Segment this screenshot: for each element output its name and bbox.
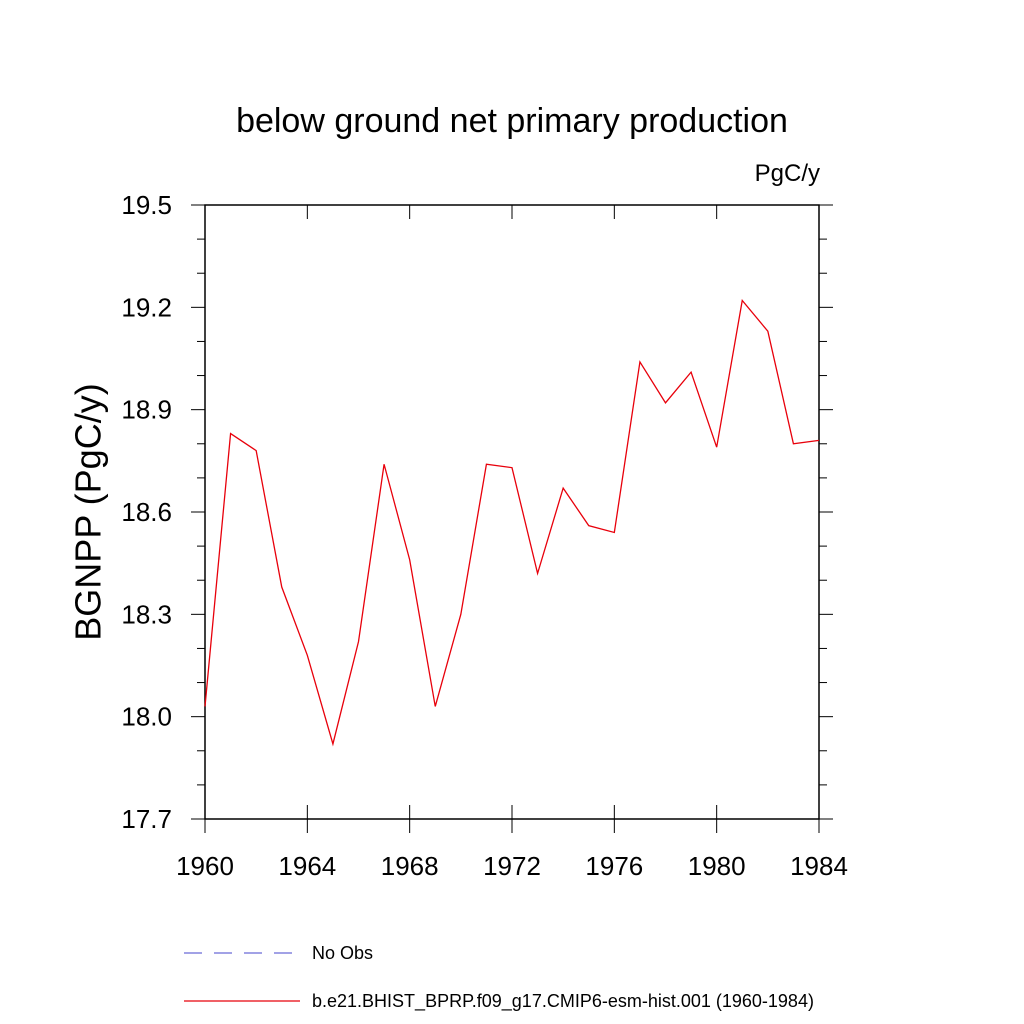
series-group — [204, 299, 820, 747]
x-tick-label: 1964 — [278, 851, 336, 881]
x-tick-labels: 1960 1964 1968 1972 1976 1980 1984 — [176, 851, 848, 881]
x-tick-label: 1976 — [585, 851, 643, 881]
legend-label: b.e21.BHIST_BPRP.f09_g17.CMIP6-esm-hist.… — [312, 991, 814, 1012]
y-tick-label: 18.3 — [121, 599, 172, 629]
series-line — [204, 299, 820, 747]
x-tick-label: 1972 — [483, 851, 541, 881]
y-tick-label: 18.9 — [121, 395, 172, 425]
y-tick-label: 19.5 — [121, 190, 172, 220]
y-tick-label: 18.0 — [121, 702, 172, 732]
x-tick-label: 1960 — [176, 851, 234, 881]
y-tick-labels: 17.7 18.0 18.3 18.6 18.9 19.2 19.5 — [121, 190, 172, 834]
legend-label: No Obs — [312, 943, 373, 963]
y-tick-label: 19.2 — [121, 292, 172, 322]
x-tick-label: 1980 — [688, 851, 746, 881]
y-tick-label: 18.6 — [121, 497, 172, 527]
chart-title: below ground net primary production — [236, 102, 788, 140]
y-tick-label: 17.7 — [121, 804, 172, 834]
axis-ticks — [191, 204, 833, 833]
y-axis-label: BGNPP (PgC/y) — [68, 383, 109, 640]
legend: No Obs b.e21.BHIST_BPRP.f09_g17.CMIP6-esm… — [184, 943, 814, 1012]
units-label: PgC/y — [755, 160, 820, 187]
x-tick-label: 1984 — [790, 851, 848, 881]
x-tick-label: 1968 — [381, 851, 439, 881]
plot-frame — [204, 204, 820, 820]
